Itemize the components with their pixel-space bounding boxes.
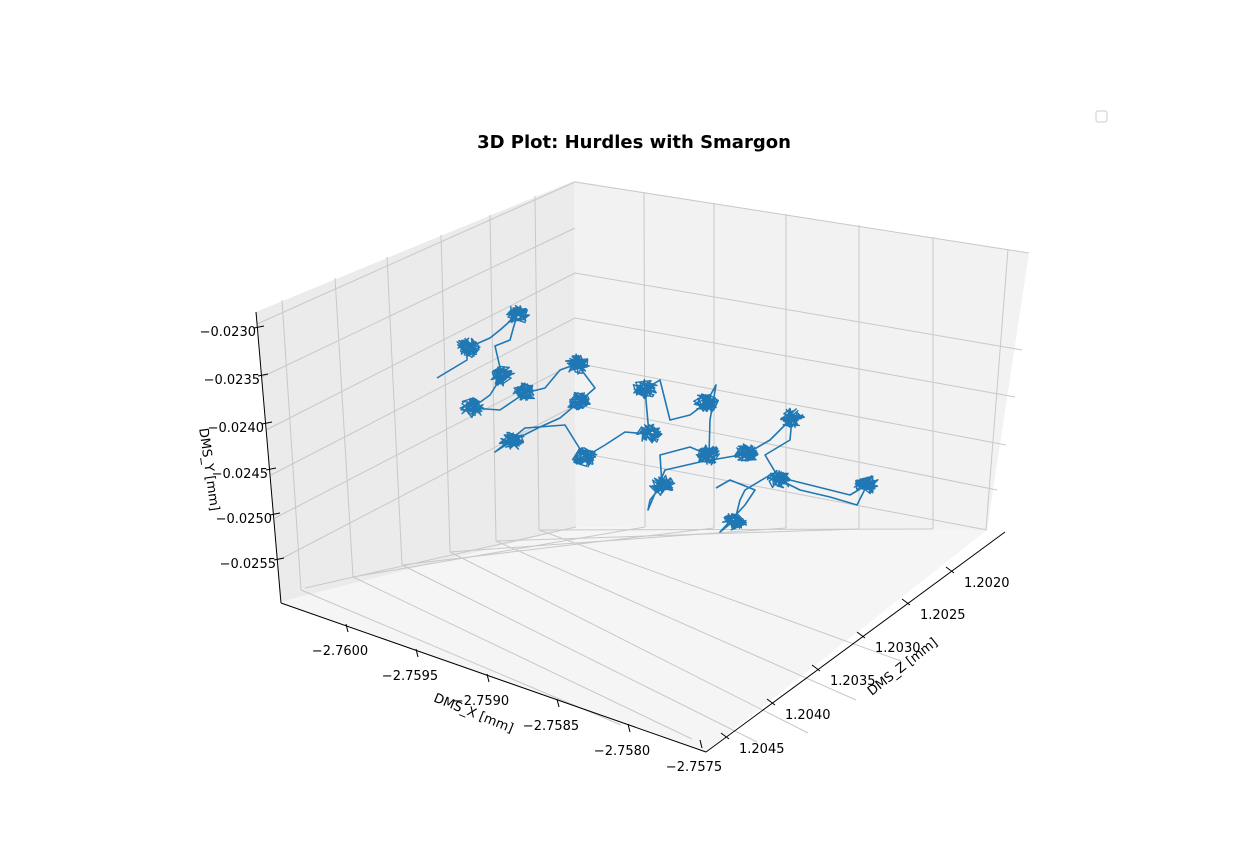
y-tick-label: −0.0245 (212, 467, 268, 482)
axis-lines (253, 311, 1006, 753)
y-tick (265, 467, 277, 471)
x-tick-label: −2.7595 (382, 669, 438, 684)
grid-line (574, 181, 1030, 254)
x-tick (699, 739, 703, 749)
x-tick-label: −2.7600 (312, 644, 368, 659)
grid-line (352, 576, 693, 740)
z-tick-label: 1.2045 (739, 742, 785, 757)
z-tick (720, 732, 730, 740)
z-tick-label: 1.2020 (964, 576, 1010, 591)
back-right-pane (574, 181, 1029, 530)
grid-line (643, 191, 646, 528)
grid-line (265, 272, 576, 431)
y-tick-label: −0.0235 (204, 373, 260, 388)
grid-line (495, 528, 860, 542)
z-tick (811, 664, 821, 672)
grid-line (278, 404, 577, 561)
trajectory-cluster (636, 423, 663, 444)
legend-box (1095, 110, 1108, 123)
trajectory-cluster (766, 469, 791, 489)
grid-line (534, 195, 540, 531)
grid-line (300, 589, 622, 726)
y-tick (261, 421, 273, 425)
z-tick-label: 1.2035 (830, 674, 876, 689)
z-tick-label: 1.2030 (875, 641, 921, 656)
grid-line (401, 527, 715, 566)
trajectory-cluster (649, 474, 676, 496)
grid-line (574, 317, 1016, 398)
back-left-pane (256, 181, 576, 602)
data-series (436, 304, 879, 533)
grid-line (575, 451, 988, 531)
z-tick (766, 698, 776, 706)
trajectory-cluster (571, 447, 598, 468)
grid-line (334, 277, 354, 578)
trajectory-cluster (456, 337, 481, 359)
y-tick (253, 325, 265, 329)
trajectory-cluster (498, 431, 525, 450)
trajectory-cluster (632, 378, 658, 400)
tick-labels: −2.7600 −2.7595 −2.7590 −2.7585 −2.7580 −2.75… (200, 325, 1010, 775)
z-tick-label: 1.2025 (920, 608, 966, 623)
y-tick (273, 557, 285, 561)
z-axis-line (705, 531, 1006, 753)
floor-pane (280, 527, 987, 752)
z-tick (856, 631, 866, 639)
y-tick (257, 373, 269, 377)
grid-line (261, 227, 576, 378)
z-tick (945, 566, 955, 574)
trajectory-cluster (459, 397, 485, 419)
grid-line (985, 248, 1009, 531)
grid-line (352, 526, 646, 578)
x-tick (415, 648, 419, 658)
grid-line (449, 551, 809, 734)
trajectory-cluster (565, 353, 590, 375)
trajectory-cluster (779, 407, 805, 429)
x-tick-label: −2.7585 (523, 719, 579, 734)
x-tick-label: −2.7590 (453, 694, 509, 709)
chart-title: 3D Plot: Hurdles with Smargon (477, 132, 791, 153)
trajectory-cluster (853, 475, 879, 495)
y-tick-label: −0.0255 (220, 557, 276, 572)
grid-line (401, 564, 758, 743)
z-tick-label: 1.2040 (785, 708, 831, 723)
grid-line (281, 299, 302, 591)
x-axis-line (280, 602, 707, 753)
x-tick (345, 623, 349, 633)
grid-line (304, 526, 577, 589)
trajectory-cluster (490, 365, 515, 387)
grid-line (256, 181, 576, 325)
x-tick (556, 698, 560, 708)
y-tick-label: −0.0250 (216, 512, 272, 527)
trajectory-cluster (693, 393, 719, 413)
y-tick-label: −0.0230 (200, 325, 256, 340)
x-tick-label: −2.7575 (666, 760, 722, 775)
grid-line (449, 527, 787, 553)
x-tick-label: −2.7580 (594, 744, 650, 759)
grid-line (575, 404, 998, 491)
z-tick (901, 598, 911, 606)
y-axis-line (255, 311, 282, 604)
trajectory-cluster (695, 444, 720, 466)
grid-line (495, 540, 857, 701)
grid-lines (256, 181, 1030, 743)
trajectory-cluster (506, 304, 530, 324)
grid-line (270, 317, 576, 476)
trajectory-cluster (512, 382, 536, 401)
trajectory-cluster (567, 391, 591, 411)
grid-line (574, 272, 1023, 351)
grid-line (440, 234, 451, 553)
x-tick (627, 723, 631, 733)
x-tick (486, 673, 490, 683)
grid-line (538, 528, 934, 531)
grid-line (538, 529, 902, 662)
y-tick-label: −0.0240 (208, 421, 264, 436)
y-tick (269, 512, 281, 516)
trajectory-cluster (733, 443, 759, 462)
grid-line (574, 362, 1007, 446)
trajectory-cluster (722, 512, 748, 531)
